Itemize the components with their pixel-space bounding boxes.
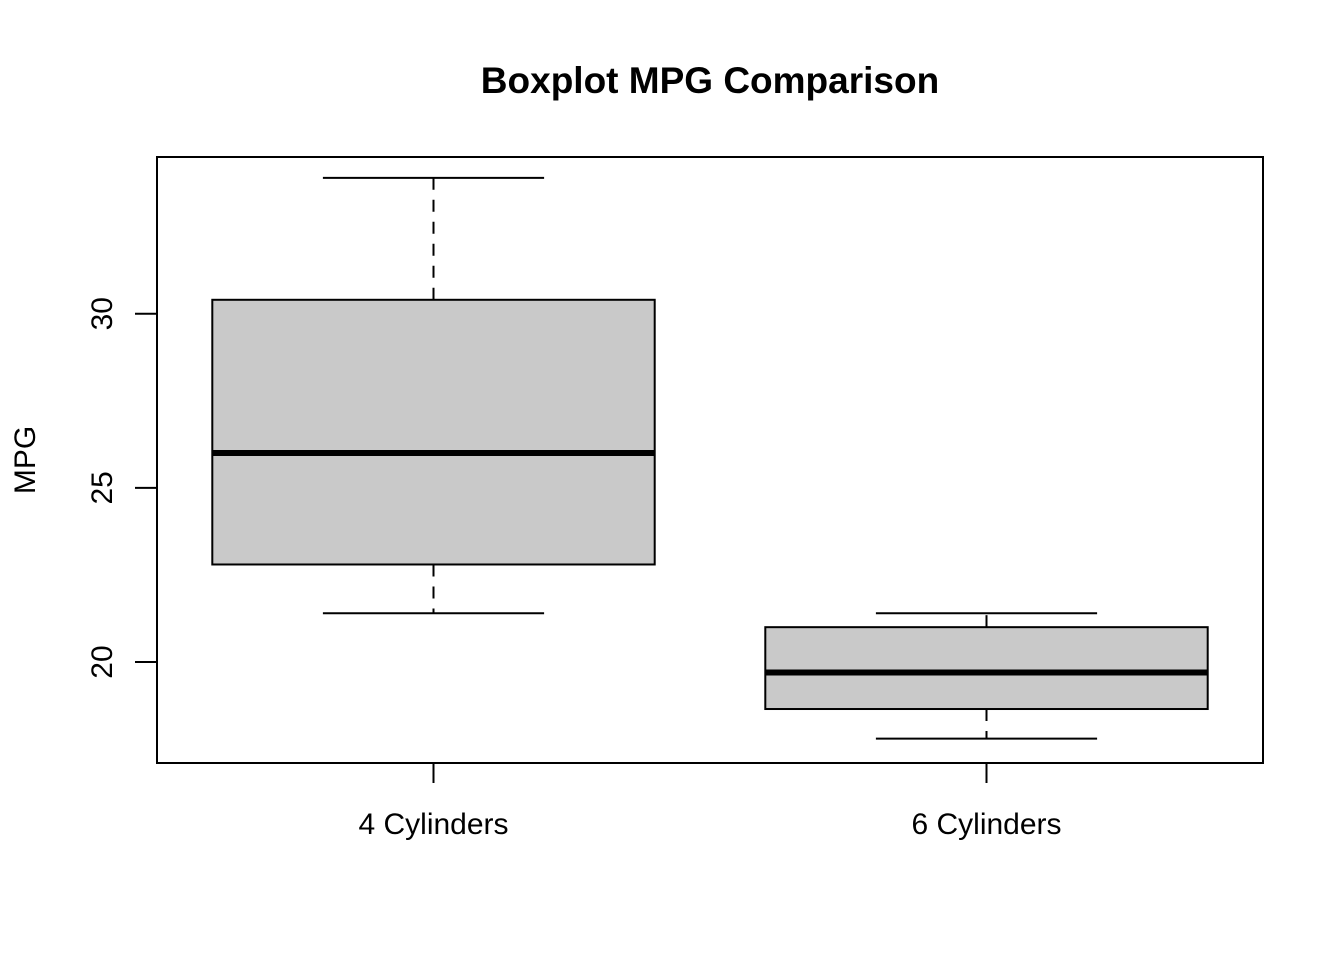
y-axis-label: MPG [9, 426, 42, 494]
iqr-box [211, 298, 656, 566]
y-tick-label: 25 [86, 471, 119, 504]
y-tick-label: 20 [86, 645, 119, 678]
x-tick-label: 6 Cylinders [911, 808, 1061, 841]
chart-title: Boxplot MPG Comparison [481, 60, 939, 101]
iqr-box [764, 626, 1209, 711]
box-group [764, 612, 1209, 740]
y-tick-label: 30 [86, 297, 119, 330]
boxes [211, 176, 1209, 740]
y-axis: 20 25 30 [86, 297, 157, 679]
x-tick-label: 4 Cylinders [358, 808, 508, 841]
plot-frame [156, 156, 1264, 764]
x-axis: 4 Cylinders 6 Cylinders [358, 763, 1062, 841]
box-group [211, 176, 656, 615]
